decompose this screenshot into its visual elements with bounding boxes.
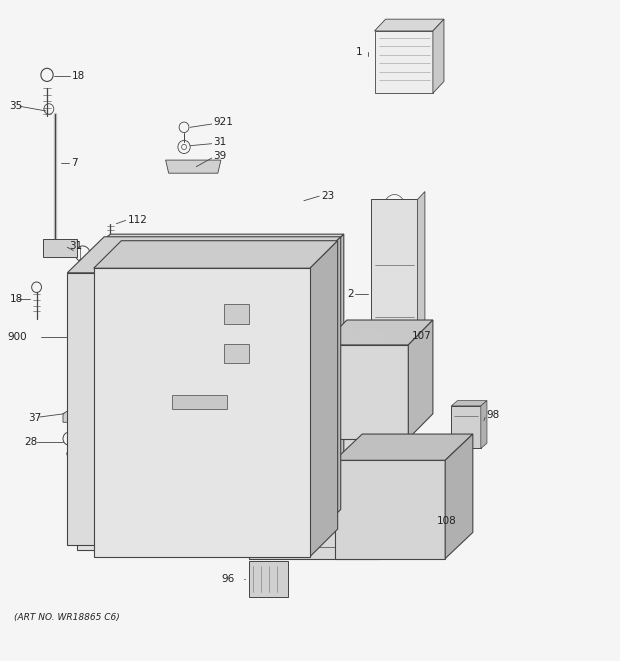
Polygon shape (371, 200, 417, 389)
Text: 31: 31 (213, 137, 227, 147)
Polygon shape (68, 237, 341, 273)
Polygon shape (322, 345, 409, 439)
Text: 107: 107 (412, 331, 431, 341)
Polygon shape (335, 434, 473, 460)
Text: 35: 35 (9, 101, 22, 111)
Polygon shape (374, 19, 444, 31)
Text: 97: 97 (316, 474, 329, 484)
Text: 36: 36 (204, 398, 217, 408)
Text: 904: 904 (107, 481, 127, 492)
Text: 18: 18 (72, 71, 86, 81)
Text: 28: 28 (185, 415, 198, 425)
Polygon shape (76, 234, 344, 268)
Text: (ART NO. WR18865 C6): (ART NO. WR18865 C6) (14, 613, 120, 622)
Polygon shape (249, 561, 288, 598)
Text: 96: 96 (222, 574, 235, 584)
Polygon shape (417, 192, 425, 389)
Text: 2: 2 (347, 290, 353, 299)
Text: 922: 922 (107, 447, 127, 457)
Polygon shape (374, 31, 433, 93)
Polygon shape (63, 409, 108, 422)
Polygon shape (249, 399, 378, 559)
Text: 18: 18 (10, 294, 24, 304)
Text: 1: 1 (356, 48, 363, 58)
Polygon shape (68, 273, 304, 545)
Polygon shape (451, 406, 481, 448)
Bar (172, 395, 227, 409)
Text: 98: 98 (486, 410, 500, 420)
Polygon shape (310, 234, 344, 550)
Text: 39: 39 (213, 151, 227, 161)
Polygon shape (378, 368, 412, 559)
Polygon shape (43, 239, 76, 257)
Text: 37: 37 (29, 413, 42, 423)
Polygon shape (79, 260, 141, 268)
Bar (224, 344, 249, 364)
Text: 7: 7 (71, 159, 78, 169)
Text: 112: 112 (128, 215, 148, 225)
Text: 921: 921 (213, 117, 233, 127)
Bar (224, 304, 249, 324)
Polygon shape (322, 320, 433, 345)
Polygon shape (166, 160, 221, 173)
Polygon shape (76, 268, 310, 550)
Text: 108: 108 (437, 516, 457, 525)
Text: 28: 28 (24, 437, 38, 447)
Text: 31: 31 (69, 241, 82, 251)
Polygon shape (94, 241, 338, 268)
Polygon shape (304, 237, 341, 545)
Polygon shape (445, 434, 473, 559)
Polygon shape (409, 320, 433, 439)
Text: 13: 13 (107, 463, 120, 473)
Polygon shape (69, 456, 106, 471)
Polygon shape (94, 268, 310, 557)
Polygon shape (481, 401, 487, 448)
Text: 23: 23 (321, 191, 334, 201)
Text: ReplacementParts.com: ReplacementParts.com (229, 330, 391, 344)
Polygon shape (249, 368, 412, 399)
Text: 38: 38 (134, 261, 147, 271)
Polygon shape (335, 460, 445, 559)
Polygon shape (451, 401, 487, 406)
Polygon shape (433, 19, 444, 93)
Text: 900: 900 (7, 332, 27, 342)
Polygon shape (310, 241, 338, 557)
